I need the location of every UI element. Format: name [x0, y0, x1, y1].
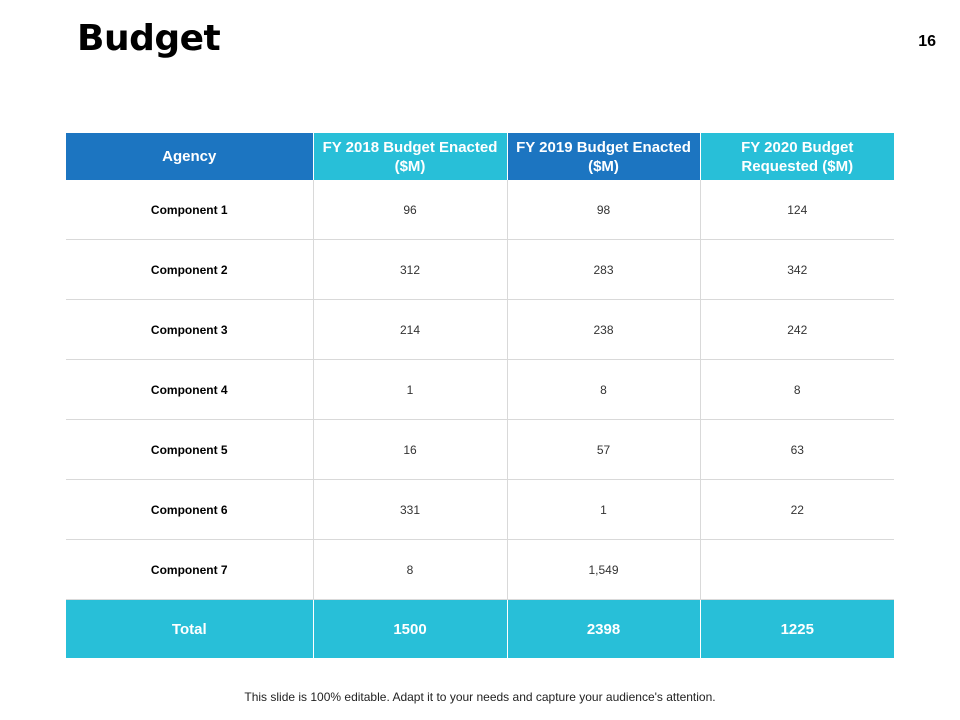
fy2018-cell: 16 [312, 419, 507, 480]
fy2019-cell: 1 [506, 479, 700, 540]
fy2019-cell: 57 [506, 419, 700, 480]
fy2020-cell: 342 [699, 239, 894, 300]
fy2019-cell: 98 [506, 180, 700, 240]
fy2018-cell: 214 [312, 299, 507, 360]
header-fy2018: FY 2018 Budget Enacted ($M) [312, 133, 507, 180]
total-fy2018: 1500 [312, 599, 507, 658]
agency-cell: Component 2 [66, 239, 313, 300]
agency-cell: Component 1 [66, 180, 313, 240]
agency-cell: Component 6 [66, 479, 313, 540]
footer-note: This slide is 100% editable. Adapt it to… [244, 690, 716, 704]
page-number: 16 [918, 33, 936, 50]
budget-table: Agency FY 2018 Budget Enacted ($M) FY 20… [66, 133, 894, 658]
agency-cell: Component 3 [66, 299, 313, 360]
fy2020-cell [699, 539, 894, 600]
total-row: Total 1500 2398 1225 [66, 599, 894, 658]
fy2018-cell: 96 [312, 180, 507, 240]
fy2019-cell: 238 [506, 299, 700, 360]
agency-cell: Component 5 [66, 419, 313, 480]
table-row: Component 6 331 1 22 [66, 479, 894, 540]
fy2019-cell: 8 [506, 359, 700, 420]
fy2019-cell: 283 [506, 239, 700, 300]
header-fy2020: FY 2020 Budget Requested ($M) [699, 133, 894, 180]
table-row: Component 7 8 1,549 [66, 539, 894, 600]
slide-title: Budget [77, 18, 221, 59]
table-row: Component 2 312 283 342 [66, 239, 894, 300]
total-fy2019: 2398 [506, 599, 700, 658]
total-fy2020: 1225 [699, 599, 894, 658]
fy2020-cell: 22 [699, 479, 894, 540]
fy2018-cell: 312 [312, 239, 507, 300]
table-row: Component 3 214 238 242 [66, 299, 894, 360]
header-fy2019: FY 2019 Budget Enacted ($M) [506, 133, 700, 180]
agency-cell: Component 7 [66, 539, 313, 600]
agency-cell: Component 4 [66, 359, 313, 420]
fy2018-cell: 331 [312, 479, 507, 540]
table-header-row: Agency FY 2018 Budget Enacted ($M) FY 20… [66, 133, 894, 180]
table-row: Component 5 16 57 63 [66, 419, 894, 480]
table-row: Component 1 96 98 124 [66, 180, 894, 240]
fy2020-cell: 242 [699, 299, 894, 360]
header-agency: Agency [66, 133, 313, 180]
fy2020-cell: 124 [699, 180, 894, 240]
fy2019-cell: 1,549 [506, 539, 700, 600]
total-label: Total [66, 599, 313, 658]
fy2018-cell: 1 [312, 359, 507, 420]
table-body: Component 1 96 98 124 Component 2 312 283 342 Co… [66, 180, 894, 658]
fy2020-cell: 8 [699, 359, 894, 420]
fy2018-cell: 8 [312, 539, 507, 600]
fy2020-cell: 63 [699, 419, 894, 480]
